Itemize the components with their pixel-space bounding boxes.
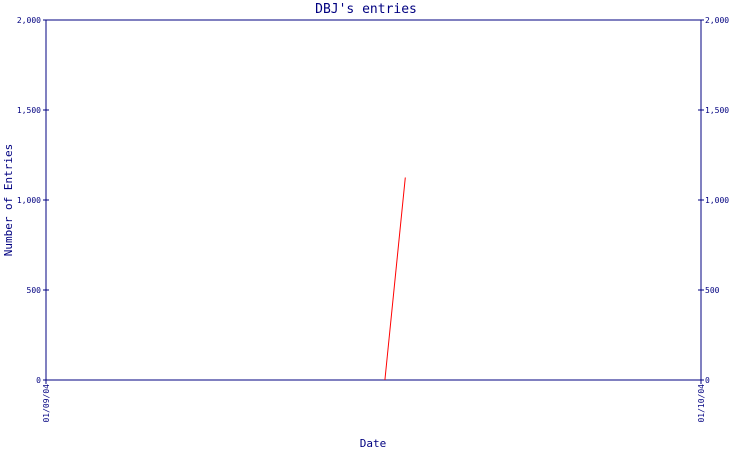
y-axis-left: 0 500 1,000 1,500 2,000 — [17, 16, 49, 385]
y-tick-label: 500 — [27, 286, 42, 295]
y-tick-label-right: 2,000 — [705, 16, 729, 25]
y-tick-label-right: 0 — [705, 376, 710, 385]
series-line — [384, 177, 406, 381]
x-tick-label: 01/10/04 — [697, 384, 706, 423]
x-axis: 01/09/04 01/10/04 — [42, 380, 706, 423]
y-tick-label-right: 500 — [705, 286, 720, 295]
y-axis-right: 0 500 1,000 1,500 2,000 — [698, 16, 729, 385]
y-tick-label: 1,000 — [17, 196, 41, 205]
chart-title: DBJ's entries — [315, 2, 417, 17]
y-tick-label: 0 — [36, 376, 41, 385]
y-tick-label-right: 1,500 — [705, 106, 729, 115]
y-tick-label-right: 1,000 — [705, 196, 729, 205]
series-group — [384, 177, 406, 381]
plot-area — [45, 19, 702, 381]
y-axis-label: Number of Entries — [2, 144, 15, 257]
y-tick-label: 1,500 — [17, 106, 41, 115]
x-tick-label: 01/09/04 — [42, 384, 51, 423]
x-axis-label: Date — [360, 437, 387, 450]
y-tick-label: 2,000 — [17, 16, 41, 25]
